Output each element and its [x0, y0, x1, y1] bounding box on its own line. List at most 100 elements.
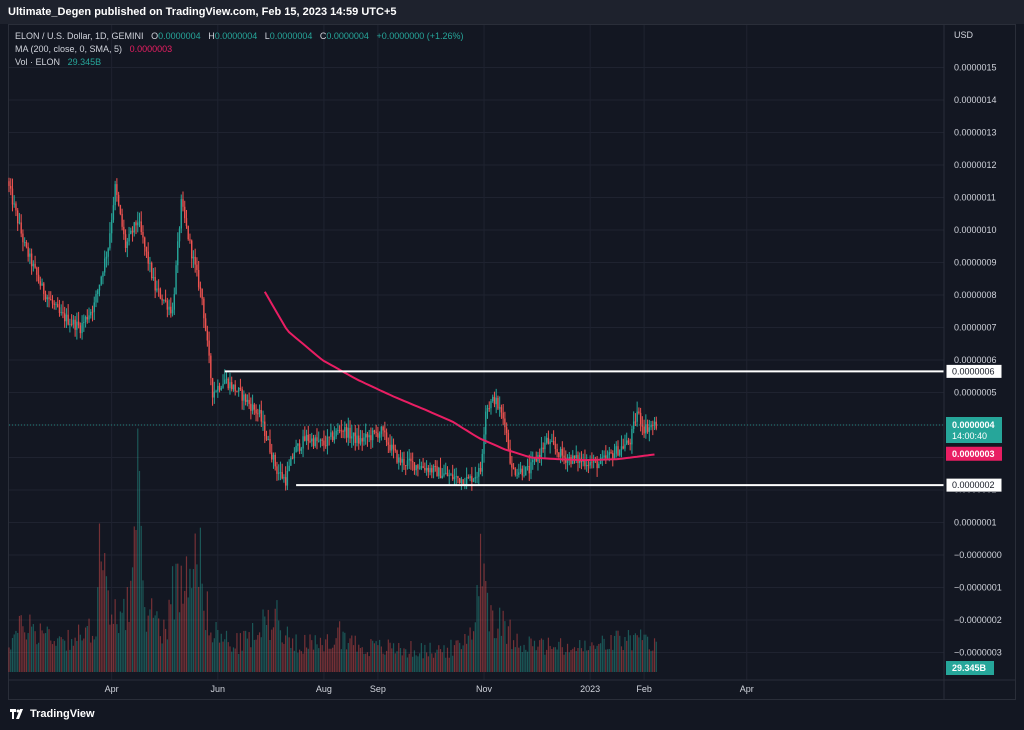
candle-body [319, 439, 322, 442]
volume-bar [232, 647, 235, 672]
volume-bar [561, 647, 563, 672]
volume-bar [641, 640, 643, 672]
volume-bar [44, 633, 47, 672]
volume-bar [217, 630, 219, 672]
candle-body [384, 430, 386, 433]
volume-bar [573, 647, 576, 672]
candle-body [474, 476, 477, 479]
volume-bar [213, 638, 215, 672]
candle-body [140, 221, 142, 232]
publisher-bar: Ultimate_Degen published on TradingView.… [0, 0, 1024, 24]
volume-bar [377, 645, 379, 672]
candle-body [149, 262, 151, 264]
candle-body [128, 233, 130, 242]
y-tick-label: 0.0000006 [954, 355, 997, 365]
candle-body [180, 199, 182, 229]
volume-bar [170, 604, 172, 672]
volume-bar [281, 642, 283, 672]
volume-bar [285, 635, 287, 672]
candle-body [373, 430, 376, 432]
volume-bar [111, 614, 113, 672]
volume-bar [72, 645, 74, 672]
volume-bar [69, 649, 71, 672]
volume-bar [631, 650, 633, 672]
volume-bar [396, 651, 398, 672]
candle-body [446, 472, 449, 477]
volume-bar [319, 637, 322, 672]
candle-body [589, 461, 591, 466]
volume-bar [356, 651, 358, 672]
candle-body [164, 299, 167, 301]
candle-body [598, 463, 600, 469]
volume-bar [495, 638, 497, 672]
candle-body [394, 448, 396, 451]
candle-body [32, 263, 35, 267]
candle-body [638, 411, 640, 413]
volume-bar [344, 632, 346, 672]
volume-bar [50, 640, 52, 672]
volume-bar [83, 638, 85, 672]
axis-layer: 0.0000015 0.0000014 0.0000013 0.0000012 0.00… [8, 25, 1016, 700]
volume-bar [380, 646, 382, 672]
volume-bar [394, 653, 396, 672]
volume-bar [27, 633, 29, 672]
x-tick-label: Sep [370, 684, 386, 694]
high-label: H [208, 31, 215, 41]
candle-body [478, 467, 480, 477]
candle-body [218, 385, 221, 390]
candle-body [645, 424, 647, 434]
candle-body [72, 319, 75, 325]
candle-body [278, 472, 280, 474]
volume-bar [640, 629, 642, 672]
candle-body [177, 241, 179, 266]
vol-label[interactable]: Vol · ELON [15, 57, 61, 67]
candle-body [556, 448, 558, 453]
volume-bar [335, 638, 337, 672]
candle-body [10, 185, 12, 189]
volume-bar [265, 624, 268, 672]
volume-bar [165, 628, 167, 672]
volume-bar [600, 643, 602, 672]
volume-bar [300, 651, 302, 672]
candle-body [142, 231, 144, 238]
candle-body [448, 475, 450, 477]
volume-bar [32, 624, 34, 672]
volume-bar [389, 642, 391, 672]
tradingview-logo[interactable]: TradingView [10, 708, 95, 720]
candle-body [439, 467, 442, 479]
candle-body [575, 455, 577, 459]
volume-bar [208, 635, 210, 672]
candle-body [159, 289, 162, 299]
volume-bar [126, 587, 128, 672]
symbol-label[interactable]: ELON / U.S. Dollar, 1D, GEMINI [15, 31, 144, 41]
candle-body [545, 437, 548, 443]
candle-body [27, 246, 29, 257]
volume-bar [617, 630, 619, 672]
candle-body [135, 222, 137, 226]
candle-body [102, 272, 104, 277]
volume-bar [443, 645, 445, 672]
candle-body [344, 427, 346, 432]
currency-label: USD [954, 30, 974, 40]
candle-body [173, 294, 175, 310]
volume-bar [580, 648, 583, 672]
volume-bar [109, 624, 111, 672]
volume-bar [598, 643, 600, 672]
candle-body [335, 430, 337, 437]
volume-bar [112, 623, 114, 672]
volume-bar [352, 645, 355, 672]
volume-bar [613, 635, 616, 672]
candle-body [114, 184, 116, 206]
volume-bar [11, 637, 14, 672]
candle-body [157, 288, 160, 290]
candle-body [60, 312, 62, 313]
candle-body [70, 323, 73, 325]
volume-bar [330, 648, 332, 672]
volume-bar [333, 644, 335, 672]
volume-bar [544, 654, 546, 672]
candle-body [351, 436, 353, 439]
ma-label[interactable]: MA (200, close, 0, SMA, 5) [15, 44, 123, 54]
volume-bar [439, 649, 442, 672]
candle-body [65, 314, 68, 322]
